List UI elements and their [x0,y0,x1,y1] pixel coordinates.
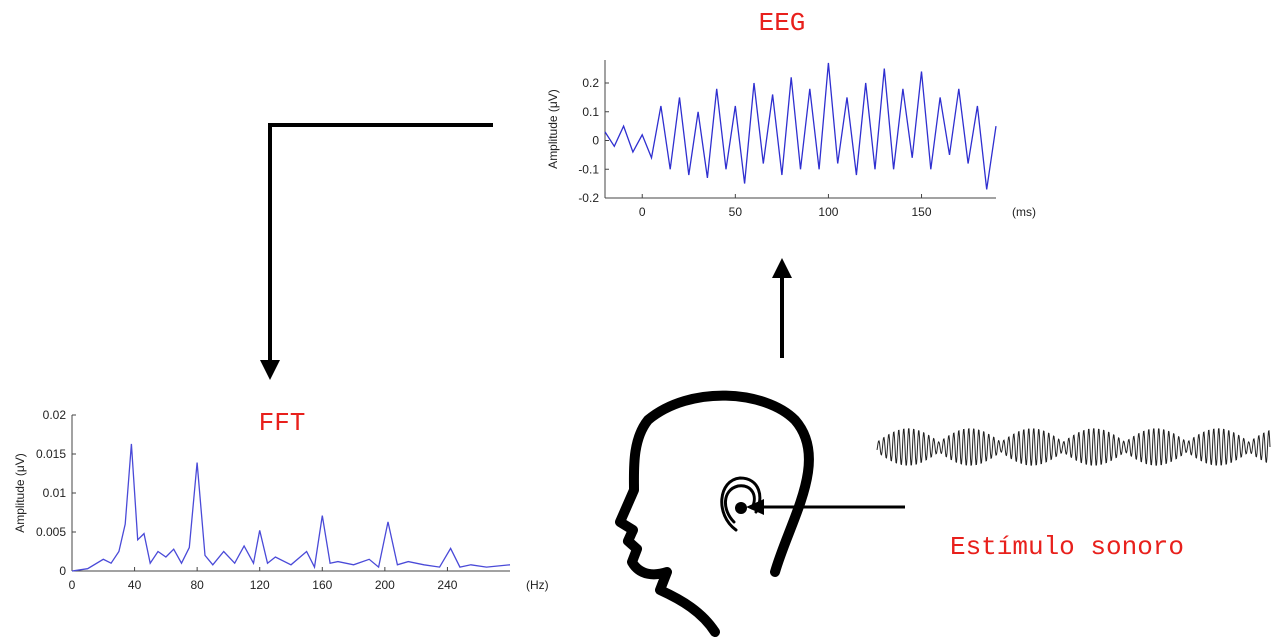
ear [724,484,756,524]
x-tick-label: 150 [912,205,932,219]
y-tick-label: 0.1 [582,105,599,119]
y-tick-label: -0.2 [578,191,599,205]
x-unit: (Hz) [526,578,549,592]
head [615,390,814,637]
y-tick-label: 0 [592,134,599,148]
head-outline [615,390,814,637]
y-axis-label: Amplitude (μV) [546,89,560,169]
x-tick-label: 100 [818,205,838,219]
y-axis-label: Amplitude (μV) [13,453,27,533]
x-tick-label: 0 [69,578,76,592]
fft-title: FFT [259,408,306,438]
x-tick-label: 40 [128,578,142,592]
ear-canal [735,502,747,514]
arrow-eeg-to-fft [268,123,493,362]
arrows [268,123,905,509]
signal-line [604,62,997,190]
x-tick-label: 80 [190,578,204,592]
y-tick-label: 0.015 [36,447,66,461]
stimulus-label: Estímulo sonoro [950,532,1184,562]
x-unit: (ms) [1012,205,1036,219]
x-tick-label: 200 [375,578,395,592]
y-tick-label: 0 [59,564,66,578]
x-tick-label: 160 [312,578,332,592]
y-tick-label: 0.01 [43,486,67,500]
y-tick-label: 0.005 [36,525,66,539]
ear [720,476,762,532]
y-tick-label: 0.2 [582,76,599,90]
y-tick-label: -0.1 [578,162,599,176]
arrowhead [772,258,792,278]
x-tick-label: 120 [250,578,270,592]
stimulus-wave [876,428,1271,466]
eeg-title: EEG [759,8,806,38]
x-tick-label: 0 [639,205,646,219]
arrowhead [260,360,280,380]
x-tick-label: 240 [437,578,457,592]
x-tick-label: 50 [729,205,743,219]
y-tick-label: 0.02 [43,408,67,422]
signal-line [71,443,511,572]
